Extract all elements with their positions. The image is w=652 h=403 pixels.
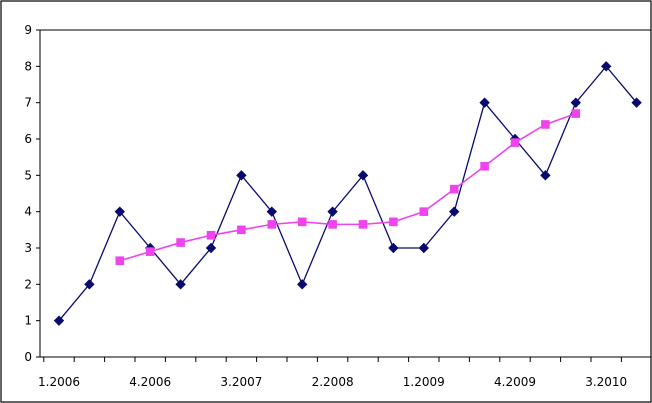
data-point [389, 217, 398, 227]
data-point [205, 242, 217, 254]
series-line [58, 65, 638, 322]
data-point [327, 206, 338, 217]
data-point [84, 279, 95, 290]
x-tick-label: 1.2009 [403, 375, 445, 389]
data-point [479, 97, 490, 108]
series-layer [53, 61, 642, 326]
data-point [145, 247, 155, 256]
data-point [419, 207, 429, 216]
data-point [388, 242, 399, 254]
x-tick-label: 4.2009 [494, 375, 536, 389]
data-point [631, 97, 642, 108]
x-tick-label: 1.2006 [38, 375, 80, 389]
x-tick-label: 3.2007 [220, 375, 262, 389]
data-point [540, 170, 551, 181]
data-point [570, 97, 581, 108]
data-point [53, 315, 65, 326]
data-point [267, 220, 277, 229]
data-point [571, 109, 581, 118]
data-point [297, 279, 308, 290]
series-1 [53, 61, 642, 326]
x-tick-labels: 1.2006 4.2006 3.2007 2.2008 1.2009 4.2009 3.20… [38, 375, 627, 389]
y-tick-label: 4 [24, 205, 32, 219]
y-tick-label: 3 [24, 241, 32, 255]
y-tick-label: 0 [24, 350, 32, 364]
plot-area [39, 29, 652, 358]
series-2 [115, 109, 581, 266]
data-point [237, 225, 246, 235]
y-tick-label: 5 [24, 168, 32, 182]
y-tick-label: 6 [24, 132, 32, 146]
data-point [266, 206, 277, 217]
y-tick-label: 8 [24, 59, 32, 73]
data-point [358, 220, 368, 229]
data-point [236, 170, 247, 181]
data-point [297, 217, 307, 227]
data-point [175, 279, 186, 290]
data-point [601, 61, 612, 72]
y-tick-label: 2 [24, 277, 32, 291]
data-point [541, 120, 550, 129]
y-tick-label: 7 [24, 96, 32, 110]
data-point [357, 170, 369, 181]
series-line [119, 112, 577, 262]
data-point [114, 206, 125, 217]
x-tick-label: 2.2008 [312, 375, 354, 389]
data-point [418, 242, 429, 254]
data-point [176, 238, 185, 247]
x-tick-label: 3.2010 [585, 375, 627, 389]
data-point [206, 230, 216, 240]
y-tick-labels: 0 1 2 3 4 5 6 7 8 9 [24, 23, 32, 364]
data-point [449, 184, 459, 194]
x-tick-label: 4.2006 [129, 375, 171, 389]
data-point [328, 220, 337, 229]
data-point [480, 161, 489, 171]
data-point [115, 256, 125, 266]
y-tick-label: 1 [24, 314, 32, 328]
data-point [449, 206, 460, 217]
data-point [510, 138, 520, 147]
y-tick-label: 9 [24, 23, 32, 37]
